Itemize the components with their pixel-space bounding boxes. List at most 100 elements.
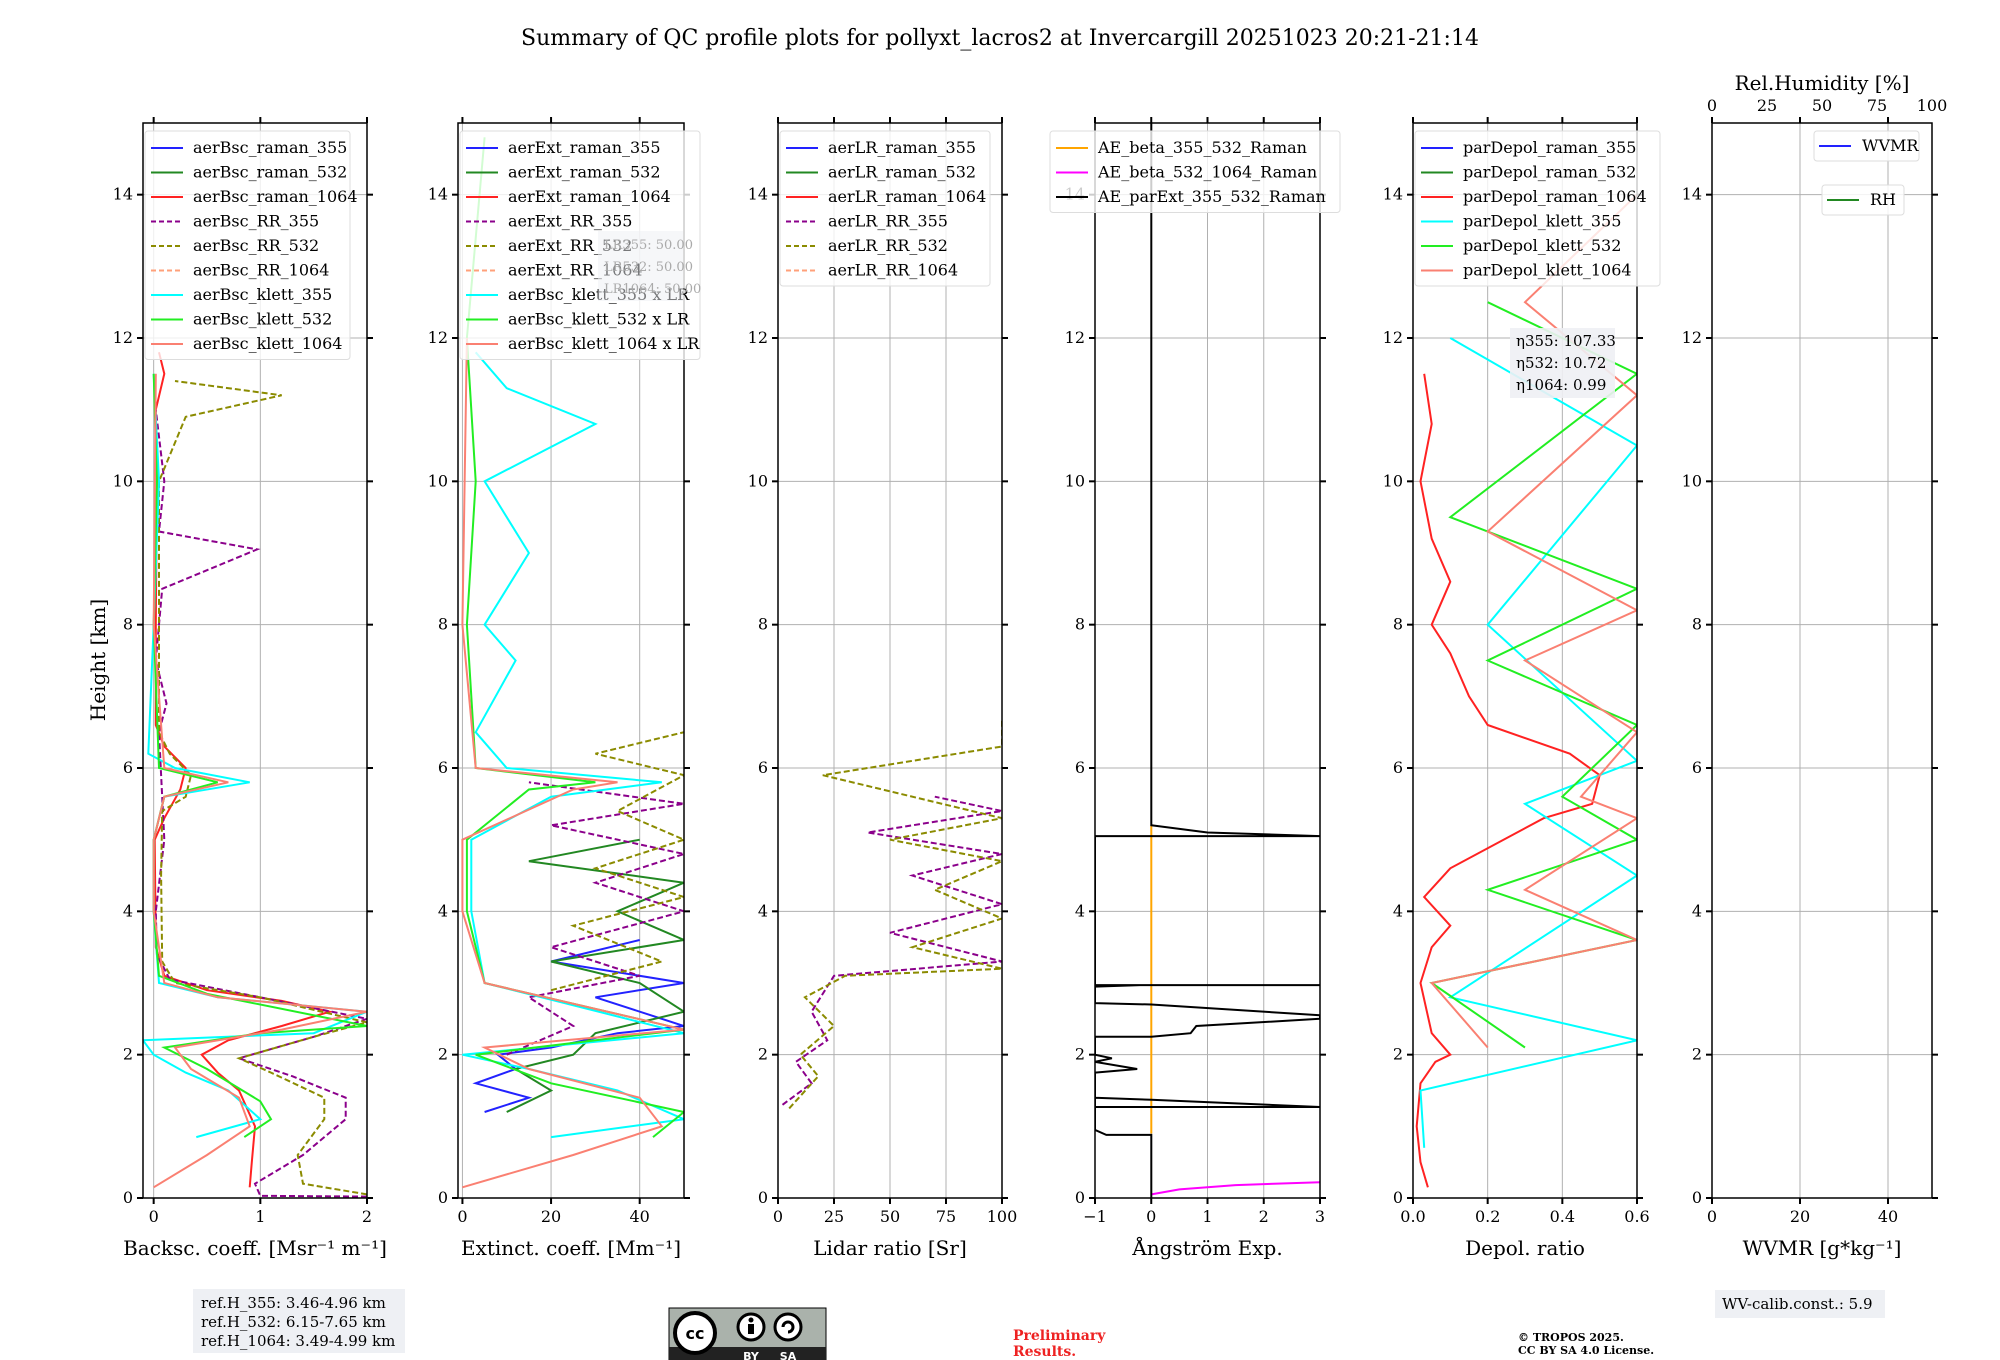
x-tick-label: 0 bbox=[457, 1207, 467, 1226]
series-line-pardepol-klett-1064 bbox=[1429, 193, 1637, 1049]
y-tick-label: 14 bbox=[1383, 185, 1403, 204]
x-tick-label: 0.2 bbox=[1475, 1207, 1500, 1226]
legend-label: parDepol_raman_532 bbox=[1463, 163, 1636, 182]
x-tick-label: 100 bbox=[987, 1207, 1018, 1226]
y-axis-label: Height [km] bbox=[86, 599, 110, 721]
x-tick-label: 0 bbox=[1146, 1207, 1156, 1226]
legend-label: aerBsc_klett_532 bbox=[193, 310, 332, 329]
y-tick-label: 8 bbox=[123, 615, 133, 634]
top-x-tick-label: 100 bbox=[1917, 96, 1948, 115]
legend-label: aerBsc_RR_1064 bbox=[193, 261, 329, 280]
y-tick-label: 4 bbox=[758, 901, 768, 920]
y-tick-label: 6 bbox=[1393, 758, 1403, 777]
x-tick-label: 0 bbox=[149, 1207, 159, 1226]
panel-depolarization: 0 2 4 6 8 10 12 14 0.0 0.2 0.4 0.6 Depol. ratio parDe… bbox=[1383, 117, 1661, 1260]
y-tick-label: 10 bbox=[1065, 471, 1085, 490]
panel-lidar_ratio: 0 2 4 6 8 10 12 14 0 25 50 75 100 Lidar ratio [Sr] aer… bbox=[748, 117, 1018, 1260]
x-axis-label: Backsc. coeff. [Msr⁻¹ m⁻¹] bbox=[123, 1236, 387, 1260]
series-group bbox=[1095, 123, 1320, 1198]
legend-label: AE_parExt_355_532_Raman bbox=[1097, 187, 1326, 206]
y-tick-label: 14 bbox=[748, 185, 768, 204]
series-line-aerbsc-klett-1064 bbox=[152, 373, 367, 1189]
y-tick-label: 12 bbox=[1682, 328, 1702, 347]
y-tick-label: 8 bbox=[438, 615, 448, 634]
cc-by-sa-icon: cc BY SA bbox=[668, 1307, 827, 1360]
y-tick-label: 0 bbox=[438, 1188, 448, 1207]
y-tick-label: 2 bbox=[1393, 1045, 1403, 1064]
legend-label: aerBsc_klett_1064 bbox=[193, 334, 342, 353]
x-tick-label: 3 bbox=[1315, 1207, 1325, 1226]
series-line-aerlr-rr-355 bbox=[781, 795, 1002, 1106]
series-group bbox=[781, 717, 1002, 1110]
badge-by-label: BY bbox=[743, 1350, 760, 1360]
ref-height-1064: ref.H_1064: 3.49-4.99 km bbox=[201, 1332, 395, 1350]
series-line-aerext-rr-532 bbox=[550, 731, 684, 992]
y-tick-label: 6 bbox=[1692, 758, 1702, 777]
annotation-line: LR532: 50.00 bbox=[604, 260, 693, 275]
y-tick-label: 4 bbox=[438, 901, 448, 920]
legend-label: aerExt_raman_1064 bbox=[508, 187, 671, 206]
legend-label: aerLR_RR_532 bbox=[828, 236, 948, 255]
x-tick-label: 20 bbox=[1790, 1207, 1810, 1226]
y-tick-label: 0 bbox=[1075, 1188, 1085, 1207]
y-tick-label: 6 bbox=[1075, 758, 1085, 777]
axes-frame bbox=[142, 122, 368, 1199]
legend-label: aerBsc_RR_355 bbox=[193, 212, 319, 231]
y-tick-label: 2 bbox=[438, 1045, 448, 1064]
y-tick-label: 4 bbox=[123, 901, 133, 920]
series-group bbox=[143, 352, 367, 1198]
y-tick-label: 0 bbox=[758, 1188, 768, 1207]
y-tick-label: 2 bbox=[1075, 1045, 1085, 1064]
series-group bbox=[461, 137, 684, 1189]
legend-label: aerBsc_klett_355 bbox=[193, 285, 332, 304]
series-line-aerbsc-klett-532 bbox=[152, 373, 367, 1138]
legend-label: parDepol_klett_355 bbox=[1463, 212, 1621, 231]
legend-wvmr: WVMR bbox=[1813, 130, 1920, 162]
panel-water_vapor: 0 2 4 6 8 10 12 14 0 20 40 WVMR [g*kg⁻¹] 0 25 50 75 100 R… bbox=[1682, 71, 1948, 1260]
legend-label: aerLR_RR_355 bbox=[828, 212, 948, 231]
y-tick-label: 10 bbox=[1383, 471, 1403, 490]
axes-frame bbox=[1412, 122, 1638, 1199]
y-tick-label: 10 bbox=[748, 471, 768, 490]
x-axis-label: Depol. ratio bbox=[1465, 1236, 1585, 1260]
annotation-line: LR355: 50.00 bbox=[604, 238, 693, 253]
reference-heights-box: ref.H_355: 3.46-4.96 km ref.H_532: 6.15-… bbox=[193, 1289, 405, 1353]
series-line-pardepol-raman-1064 bbox=[1415, 373, 1601, 1188]
wv-calibration-constant: WV-calib.const.: 5.9 bbox=[1722, 1295, 1873, 1313]
top-x-axis-label: Rel.Humidity [%] bbox=[1735, 71, 1910, 95]
legend-label: aerBsc_raman_355 bbox=[193, 138, 347, 157]
legend-label: aerLR_raman_1064 bbox=[828, 187, 986, 206]
legend-label: parDepol_raman_1064 bbox=[1463, 187, 1647, 206]
series-line-aerbsc-klett-1064-x-lr bbox=[461, 337, 684, 1189]
series-line-aerbsc-klett-355 bbox=[143, 373, 367, 1139]
top-x-tick-label: 75 bbox=[1867, 96, 1887, 115]
sa-share-icon bbox=[773, 1312, 803, 1342]
annotation-line: LR1064: 50.00 bbox=[604, 282, 701, 297]
legend-label: AE_beta_532_1064_Raman bbox=[1097, 163, 1317, 182]
x-tick-label: 40 bbox=[630, 1207, 650, 1226]
x-tick-label: 1 bbox=[1202, 1207, 1212, 1226]
axes-frame bbox=[1711, 122, 1933, 1199]
series-line-aerbsc-rr-532 bbox=[158, 380, 367, 1196]
y-tick-label: 0 bbox=[1393, 1188, 1403, 1207]
y-tick-label: 12 bbox=[113, 328, 133, 347]
preliminary-line-1: Preliminary bbox=[1013, 1328, 1106, 1344]
copyright-line-2: CC BY SA 4.0 License. bbox=[1518, 1344, 1654, 1357]
legend-label: WVMR bbox=[1862, 136, 1919, 155]
legend-label: parDepol_klett_1064 bbox=[1463, 261, 1632, 280]
y-tick-label: 2 bbox=[1692, 1045, 1702, 1064]
legend: aerBsc_raman_355 aerBsc_raman_532 aerBsc_r… bbox=[144, 130, 358, 360]
top-x-tick-label: 50 bbox=[1812, 96, 1832, 115]
legend-label: aerLR_raman_355 bbox=[828, 138, 976, 157]
x-tick-label: 25 bbox=[824, 1207, 844, 1226]
legend-label: aerBsc_klett_532 x LR bbox=[508, 310, 690, 329]
y-tick-label: 6 bbox=[758, 758, 768, 777]
y-tick-label: 12 bbox=[428, 328, 448, 347]
x-tick-label: 50 bbox=[880, 1207, 900, 1226]
legend-label: aerExt_raman_532 bbox=[508, 163, 661, 182]
series-line-aerlr-rr-532 bbox=[788, 717, 1002, 1110]
y-tick-label: 12 bbox=[1383, 328, 1403, 347]
y-tick-label: 4 bbox=[1692, 901, 1702, 920]
